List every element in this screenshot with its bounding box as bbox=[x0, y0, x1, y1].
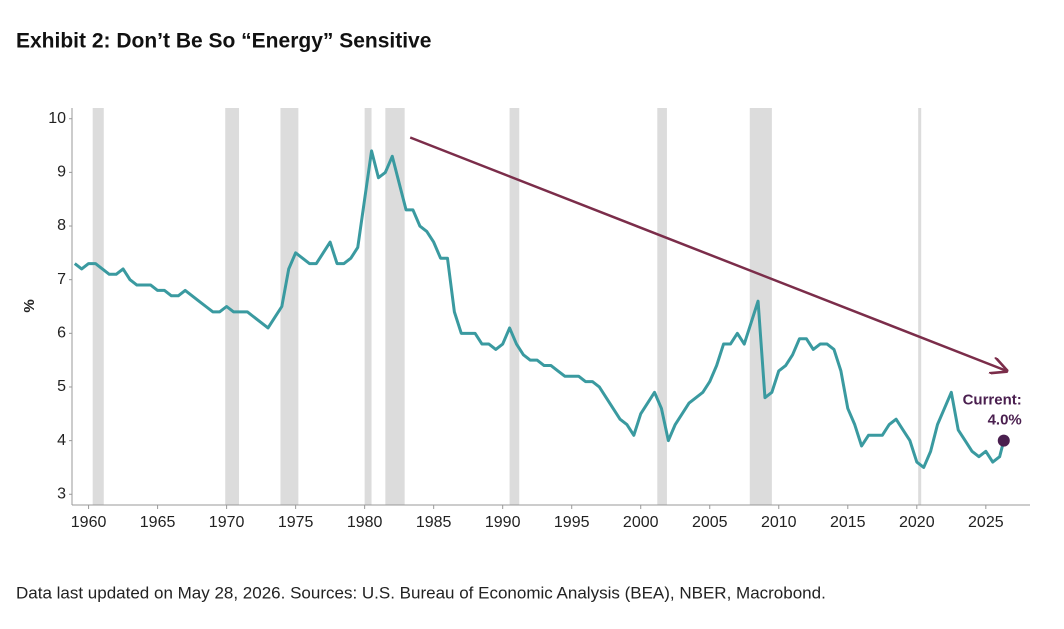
x-tick-label: 1975 bbox=[278, 514, 314, 531]
source-note: Data last updated on May 28, 2026. Sourc… bbox=[16, 583, 826, 602]
x-tick-label: 1995 bbox=[554, 514, 590, 531]
annotation-value: 4.0% bbox=[988, 412, 1022, 429]
x-tick-label: 1970 bbox=[209, 514, 245, 531]
current-point bbox=[997, 434, 1010, 447]
x-tick-label: 1990 bbox=[485, 514, 521, 531]
annotation-label: Current: bbox=[963, 392, 1022, 409]
x-tick-label: 2020 bbox=[899, 514, 935, 531]
recession-band bbox=[749, 108, 772, 505]
recession-band bbox=[225, 108, 240, 505]
y-tick-label: 3 bbox=[57, 485, 66, 502]
x-tick-label: 1965 bbox=[140, 514, 176, 531]
x-tick-label: 2010 bbox=[761, 514, 797, 531]
y-tick-label: 4 bbox=[57, 432, 66, 449]
recession-band bbox=[657, 108, 667, 505]
recession-band bbox=[918, 108, 922, 505]
y-tick-label: 10 bbox=[48, 110, 66, 127]
recession-band bbox=[364, 108, 372, 505]
x-tick-label: 2025 bbox=[968, 514, 1004, 531]
trend-arrow bbox=[409, 136, 1006, 371]
x-tick-label: 1980 bbox=[347, 514, 383, 531]
recession-band bbox=[509, 108, 520, 505]
recession-band bbox=[92, 108, 104, 505]
y-tick-label: 5 bbox=[57, 378, 66, 395]
y-tick-label: 6 bbox=[57, 325, 66, 342]
chart-title: Exhibit 2: Don’t Be So “Energy” Sensitiv… bbox=[16, 30, 431, 53]
y-tick-label: 9 bbox=[57, 164, 66, 181]
x-tick-label: 1960 bbox=[71, 514, 107, 531]
recession-band bbox=[280, 108, 299, 505]
x-tick-label: 2015 bbox=[830, 514, 866, 531]
recession-band bbox=[385, 108, 405, 505]
x-tick-label: 1985 bbox=[416, 514, 452, 531]
x-tick-label: 2005 bbox=[692, 514, 728, 531]
data-line bbox=[73, 149, 1006, 469]
y-tick-label: 8 bbox=[57, 217, 66, 234]
y-tick-label: 7 bbox=[57, 271, 66, 288]
x-tick-label: 2000 bbox=[623, 514, 659, 531]
y-axis-label: % bbox=[21, 299, 38, 312]
